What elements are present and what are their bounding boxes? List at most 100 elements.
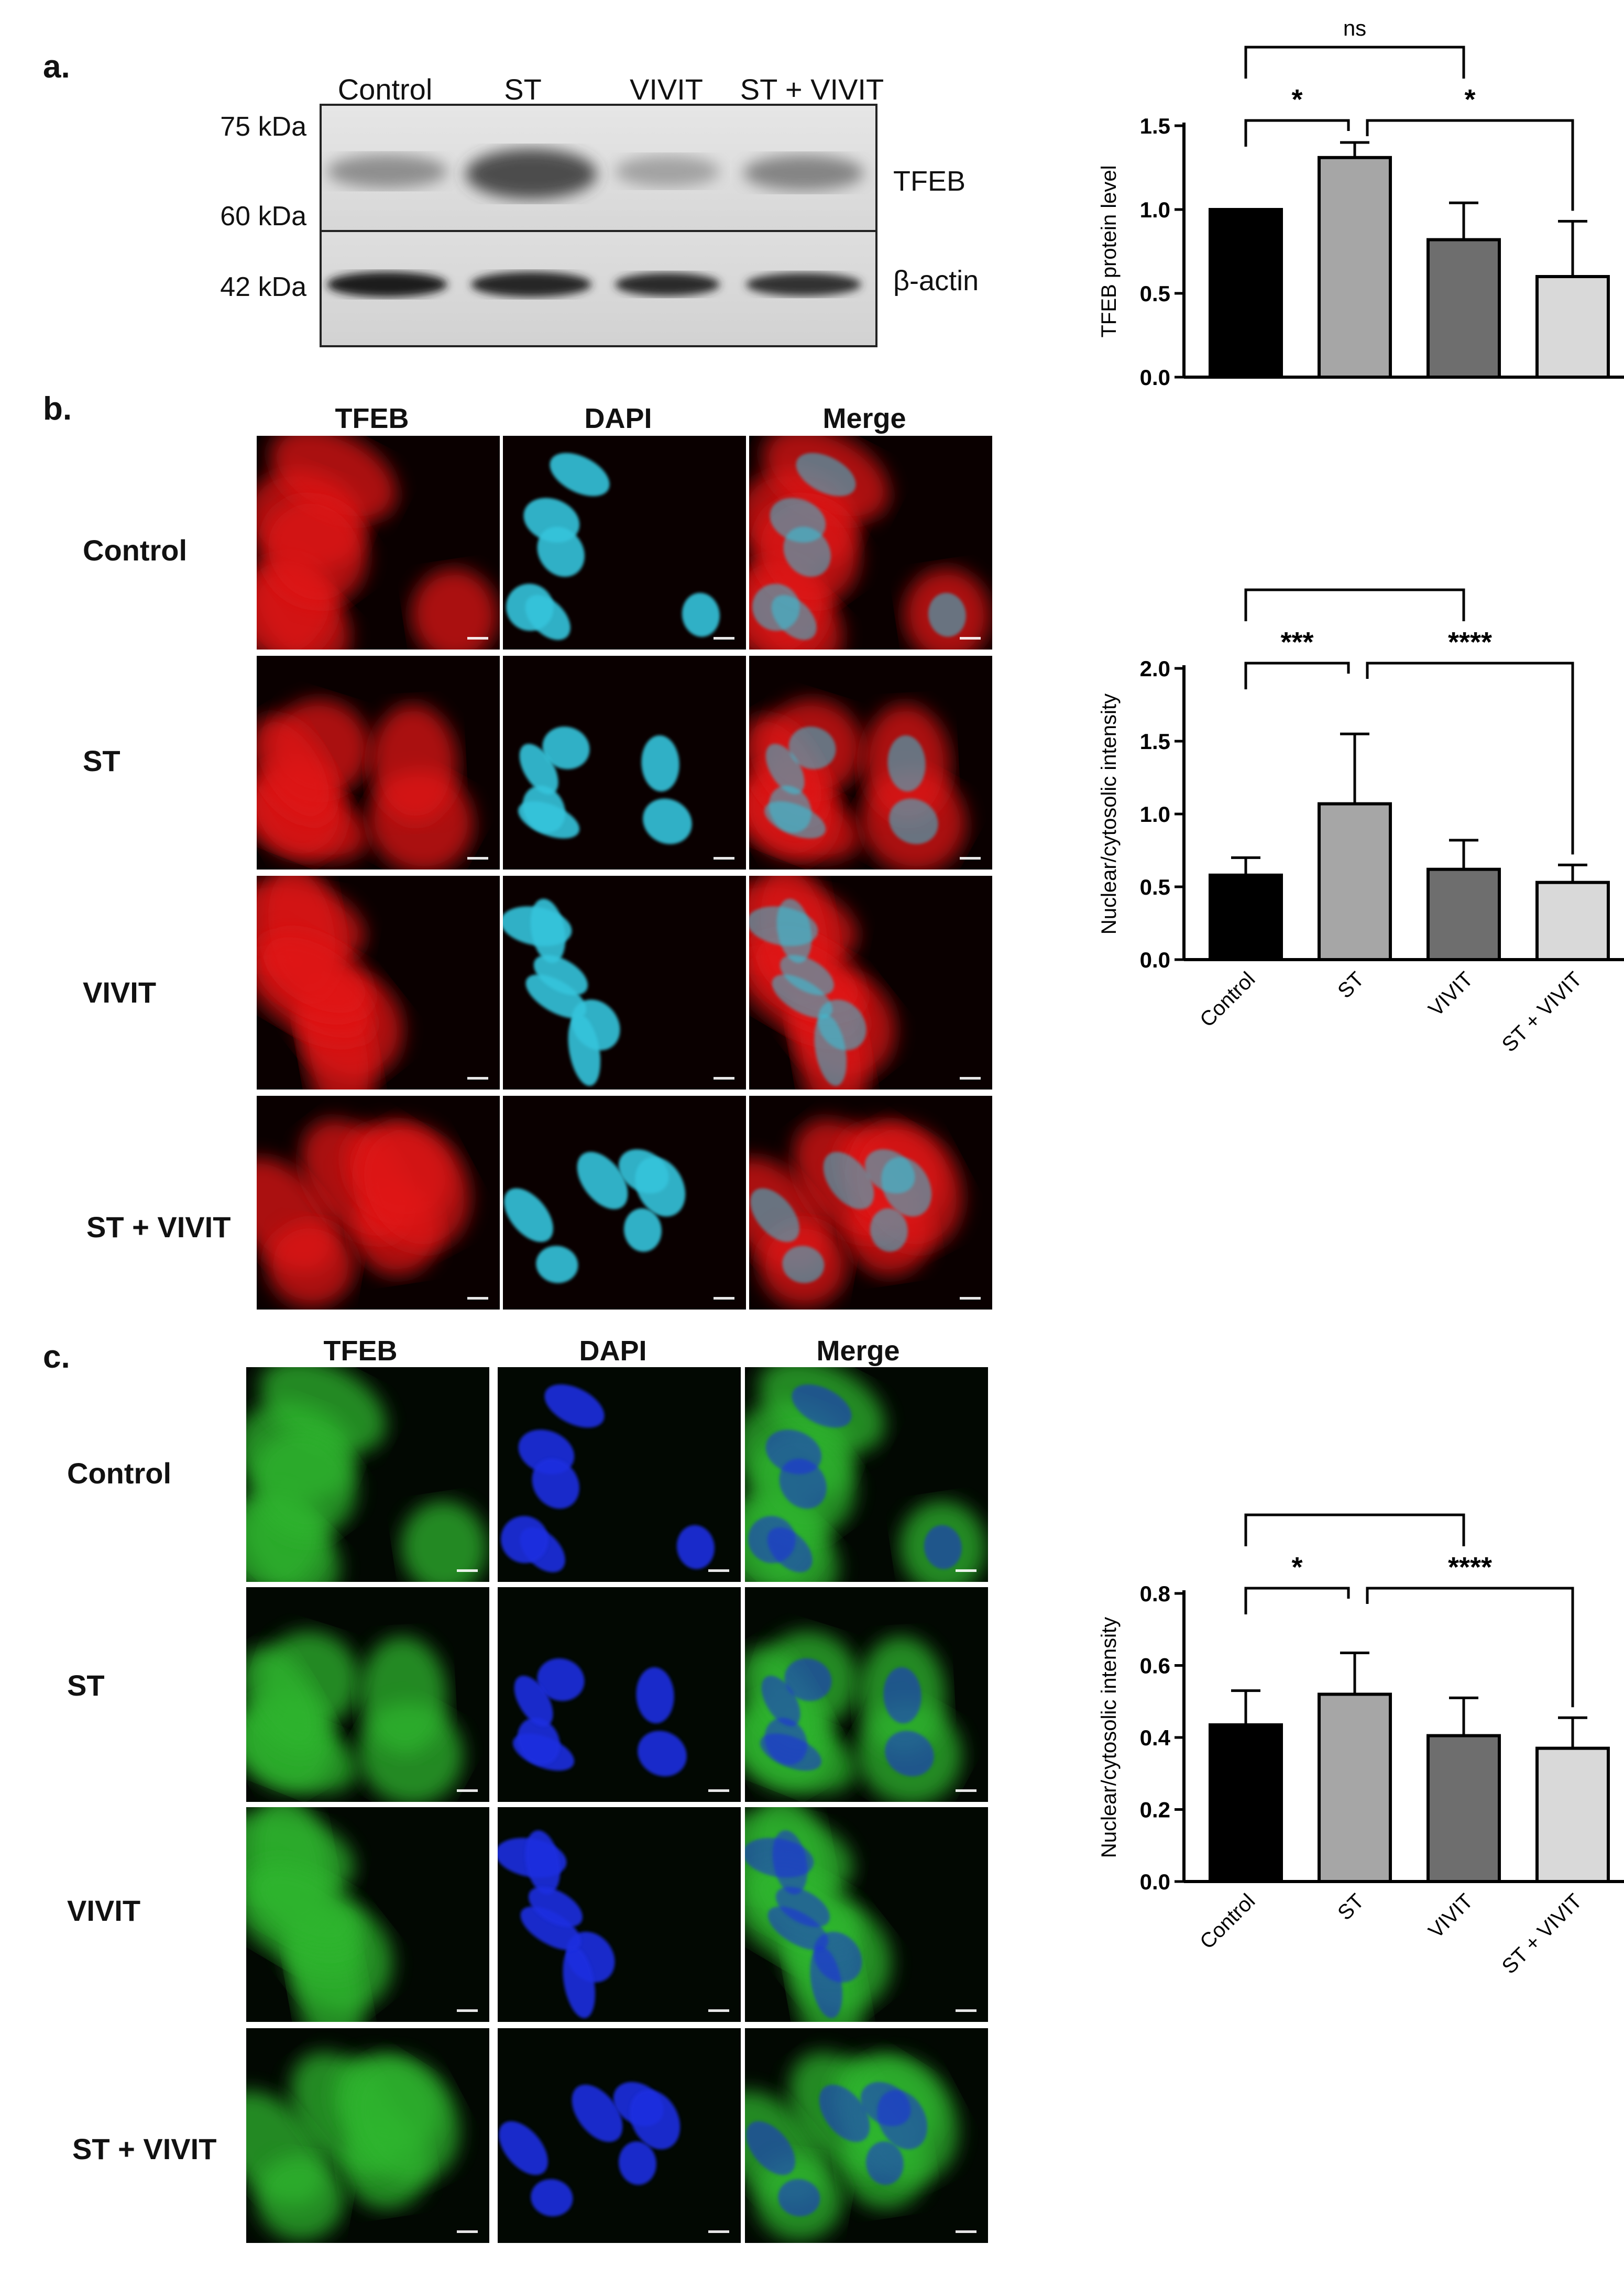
x-tick-label: Control <box>1195 1889 1259 1953</box>
marker-75kda: 75 kDa <box>220 112 306 142</box>
panel-b-letter: b. <box>43 391 72 427</box>
error-bar <box>1449 201 1478 240</box>
b-image-r3-merge <box>749 876 992 1090</box>
y-tick-label: 1.0 <box>1140 197 1170 222</box>
b-image-r4-merge <box>749 1096 992 1310</box>
y-tick-label: 0.4 <box>1140 1725 1171 1750</box>
y-tick-label: 1.5 <box>1140 729 1170 754</box>
x-tick-label: VIVIT <box>1424 967 1478 1021</box>
error-bar <box>1340 732 1369 804</box>
error-bar <box>1558 1716 1587 1748</box>
c-image-r3-dapi <box>498 1807 741 2022</box>
bar-st-vivit <box>1535 275 1610 379</box>
panel-b-col-dapi: DAPI <box>584 403 652 434</box>
b-image-r3-dapi <box>503 876 746 1090</box>
bar-control <box>1209 1723 1283 1883</box>
bar-st <box>1318 802 1392 961</box>
y-tick-label: 0.0 <box>1140 365 1170 388</box>
error-bar <box>1558 863 1587 883</box>
bar-st-vivit <box>1535 1746 1610 1883</box>
y-axis-label: Nuclear/cytosolic intensity <box>1098 694 1121 934</box>
b-image-r2-dapi <box>503 656 746 870</box>
panel-c-col-tfeb: TFEB <box>323 1335 398 1367</box>
bar-vivit <box>1427 1734 1501 1883</box>
significance-bracket <box>1244 662 1350 689</box>
significance-label: *** <box>1280 626 1313 658</box>
y-tick-label: 1.0 <box>1140 802 1170 827</box>
chart-nuclear-cytosolic-b: 0.0 0.5 1.0 1.5 2.0 Nuclear/cytosolic intensi… <box>1098 588 1624 1057</box>
error-bar <box>1449 839 1478 870</box>
y-tick-label: 0.5 <box>1140 875 1170 899</box>
significance-label: * <box>1464 84 1475 115</box>
significance-bracket <box>1244 46 1465 79</box>
bar-control <box>1209 873 1283 962</box>
y-tick-label: 0.8 <box>1140 1581 1170 1606</box>
y-tick-label: 0.0 <box>1140 948 1170 972</box>
x-tick-label: ST + VIVIT <box>1498 385 1587 388</box>
b-image-r1-dapi <box>503 436 746 650</box>
chart-tfeb-protein-level: 0.0 0.5 1.0 1.5 TFEB protein level Control ST V… <box>1098 16 1624 388</box>
panel-c-row-control: Control <box>67 1457 172 1490</box>
significance-label: * <box>1291 84 1302 115</box>
c-image-r4-tfeb <box>246 2028 489 2243</box>
error-bar <box>1231 856 1260 875</box>
c-image-r3-merge <box>745 1807 988 2022</box>
b-image-r4-dapi <box>503 1096 746 1310</box>
lane-label-control: Control <box>337 73 433 106</box>
y-tick-label: 0.2 <box>1140 1798 1170 1822</box>
panel-c-letter: c. <box>43 1339 70 1375</box>
panel-a-letter: a. <box>43 49 70 85</box>
panel-c-row-st: ST <box>67 1669 105 1702</box>
x-tick-label: VIVIT <box>1424 385 1478 388</box>
error-bar <box>1340 141 1369 158</box>
panel-b-row-vivit: VIVIT <box>83 976 157 1009</box>
x-tick-label: Control <box>1195 967 1259 1031</box>
marker-42kda: 42 kDa <box>220 272 306 302</box>
c-image-r2-dapi <box>498 1587 741 1802</box>
significance-bracket <box>1366 1587 1574 1708</box>
panel-b-col-tfeb: TFEB <box>335 403 409 434</box>
y-axis-label: TFEB protein level <box>1098 165 1121 337</box>
bar-st <box>1318 1692 1392 1883</box>
x-tick-label: VIVIT <box>1424 1889 1478 1943</box>
x-tick-label: Control <box>1195 385 1259 388</box>
lane-label-st: ST <box>504 73 542 106</box>
b-image-r1-tfeb <box>257 436 500 650</box>
significance-bracket <box>1244 588 1465 621</box>
b-image-r2-tfeb <box>257 656 500 870</box>
b-image-r4-tfeb <box>257 1096 500 1310</box>
b-image-r2-merge <box>749 656 992 870</box>
c-image-r1-dapi <box>498 1367 741 1582</box>
panel-c-row-st-vivit: ST + VIVIT <box>72 2132 217 2165</box>
x-tick-label: ST <box>1333 1889 1368 1924</box>
c-image-r1-tfeb <box>246 1367 489 1582</box>
error-bar <box>1231 1689 1260 1725</box>
x-tick-label: ST <box>1333 385 1368 388</box>
x-tick-label: ST + VIVIT <box>1498 967 1587 1057</box>
y-tick-label: 0.5 <box>1140 281 1170 306</box>
bar-st <box>1318 156 1392 379</box>
significance-label: * <box>1291 1552 1302 1583</box>
x-tick-label: ST <box>1333 967 1368 1003</box>
c-image-r1-merge <box>745 1367 988 1582</box>
error-bar <box>1340 1651 1369 1695</box>
x-tick-label: ST + VIVIT <box>1498 1889 1587 1978</box>
panel-b-col-merge: Merge <box>822 403 906 434</box>
panel-b-row-st: ST <box>83 744 120 777</box>
c-image-r4-merge <box>745 2028 988 2243</box>
significance-bracket <box>1244 1513 1465 1546</box>
b-image-r3-tfeb <box>257 876 500 1090</box>
bar-vivit <box>1427 867 1501 962</box>
significance-label: **** <box>1448 626 1492 658</box>
panel-b-row-control: Control <box>83 534 188 567</box>
band-label-beta-actin: β-actin <box>893 265 979 296</box>
y-tick-label: 2.0 <box>1140 656 1170 681</box>
c-image-r2-tfeb <box>246 1587 489 1802</box>
y-axis-label: Nuclear/cytosolic intensity <box>1098 1617 1121 1858</box>
bar-vivit <box>1427 238 1501 379</box>
beta-actin-blot <box>320 230 877 347</box>
c-image-r4-dapi <box>498 2028 741 2243</box>
beta-actin-bands <box>327 272 861 297</box>
y-tick-label: 0.0 <box>1140 1869 1170 1894</box>
panel-c-row-vivit: VIVIT <box>67 1894 141 1927</box>
